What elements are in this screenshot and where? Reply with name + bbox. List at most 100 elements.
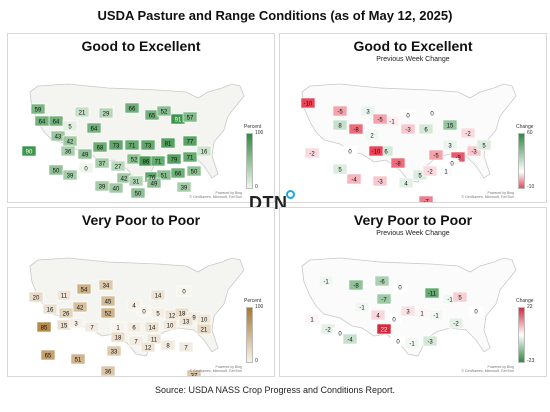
state-region — [428, 149, 444, 161]
state-region — [56, 289, 72, 301]
state-region — [98, 279, 114, 291]
state-value-label: -7 — [381, 298, 387, 304]
state-value-label: 36 — [105, 370, 112, 376]
state-value-label: 16 — [201, 150, 208, 156]
state-value-label: -3 — [377, 180, 383, 186]
state-value-label: -9 — [455, 156, 461, 162]
state-value-label: 0 — [474, 310, 478, 316]
state-region — [376, 293, 392, 305]
state-value-label: 64 — [39, 120, 46, 126]
state-value-label: 18 — [179, 312, 186, 318]
legend: Percent 100 0 — [244, 124, 266, 194]
state-value-label: 39 — [99, 185, 106, 191]
panel-title: Good to Excellent — [353, 38, 473, 54]
state-value-label: 57 — [187, 116, 194, 122]
state-value-label: 8 — [166, 344, 170, 350]
panel-very-poor-to-poor-change: Very Poor to Poor Previous Week Change -… — [279, 207, 547, 377]
state-region — [77, 148, 93, 160]
state-value-label: 6 — [424, 128, 428, 134]
state-value-label: 13 — [183, 320, 190, 326]
state-value-label: 68 — [97, 146, 104, 152]
state-region — [108, 139, 124, 151]
panel-very-poor-to-poor: Very Poor to Poor 20 16 11 54 34 14 0 45 42 26 52 4… — [7, 207, 275, 377]
state-value-label: -2 — [309, 152, 315, 158]
state-value-label: 64 — [53, 120, 60, 126]
state-region — [62, 120, 78, 132]
state-value-label: 51 — [161, 174, 168, 180]
state-value-label: 50 — [135, 192, 142, 198]
panel-title: Good to Excellent — [81, 38, 201, 54]
attribution-line-1: Powered by Bing — [215, 365, 242, 369]
state-value-label: 36 — [65, 150, 72, 156]
state-region — [62, 169, 78, 181]
state-value-label: 73 — [145, 144, 152, 150]
state-region — [372, 113, 388, 125]
state-value-label: 37 — [99, 162, 106, 168]
state-region — [374, 275, 390, 287]
state-region — [178, 315, 194, 327]
state-region — [332, 119, 348, 131]
state-value-label: 3 — [448, 144, 452, 150]
state-value-label: -1 — [409, 342, 415, 348]
state-region — [360, 105, 376, 117]
state-value-label: 76 — [149, 176, 156, 182]
legend-min: -10 — [527, 184, 535, 190]
state-value-label: 71 — [129, 144, 136, 150]
state-value-label: 5 — [68, 125, 72, 131]
state-value-label: 11 — [151, 338, 158, 344]
attribution-line-2: © GeoNames, Microsoft, TomTom — [189, 369, 243, 373]
state-region — [444, 157, 460, 169]
state-region — [186, 165, 202, 177]
state-region — [448, 317, 464, 329]
state-value-label: 0 — [182, 290, 186, 296]
state-region — [68, 317, 84, 329]
state-region — [106, 345, 122, 357]
state-region — [146, 177, 162, 189]
state-value-label: 9 — [192, 316, 196, 322]
state-value-label: 12 — [145, 346, 152, 352]
state-value-label: 14 — [155, 294, 162, 300]
state-region — [60, 145, 76, 157]
state-region — [140, 139, 156, 151]
state-region — [176, 181, 192, 193]
legend-title: Percent — [244, 298, 262, 304]
state-value-label: 21 — [201, 328, 208, 334]
state-value-label: 6 — [384, 150, 388, 156]
state-region — [468, 305, 484, 317]
state-value-label: 50 — [191, 170, 198, 176]
state-value-label: 66 — [129, 107, 136, 113]
state-value-label: 50 — [53, 169, 60, 175]
state-region — [332, 163, 348, 175]
state-region — [166, 153, 182, 165]
state-value-label: 26 — [63, 312, 70, 318]
state-value-label: 73 — [113, 144, 120, 150]
state-value-label: 71 — [155, 160, 162, 166]
state-value-label: 4 — [376, 314, 380, 320]
state-region — [124, 102, 140, 114]
state-region — [40, 349, 56, 361]
state-region — [418, 123, 434, 135]
state-value-label: -7 — [423, 200, 429, 204]
state-region — [376, 323, 392, 335]
state-value-label: 39 — [67, 174, 74, 180]
state-value-label: 1 — [420, 312, 424, 318]
state-region — [92, 141, 108, 153]
state-region — [342, 145, 358, 157]
state-region — [392, 281, 408, 293]
state-value-label: -1 — [359, 306, 365, 312]
state-region — [130, 187, 146, 199]
state-region — [160, 339, 176, 351]
state-value-label: 4 — [132, 304, 136, 310]
state-value-label: -2 — [465, 132, 471, 138]
state-region — [150, 155, 166, 167]
state-value-label: -5 — [337, 110, 343, 116]
state-value-label: -3 — [471, 150, 477, 156]
attribution-line-1: Powered by Bing — [487, 365, 514, 369]
state-region — [74, 106, 90, 118]
legend: Percent 100 0 — [244, 298, 266, 368]
state-region — [108, 182, 124, 194]
state-region — [162, 319, 178, 331]
state-value-label: -1 — [323, 280, 329, 286]
state-value-label: 16 — [47, 308, 54, 314]
panel-subtitle: Previous Week Change — [376, 230, 450, 237]
